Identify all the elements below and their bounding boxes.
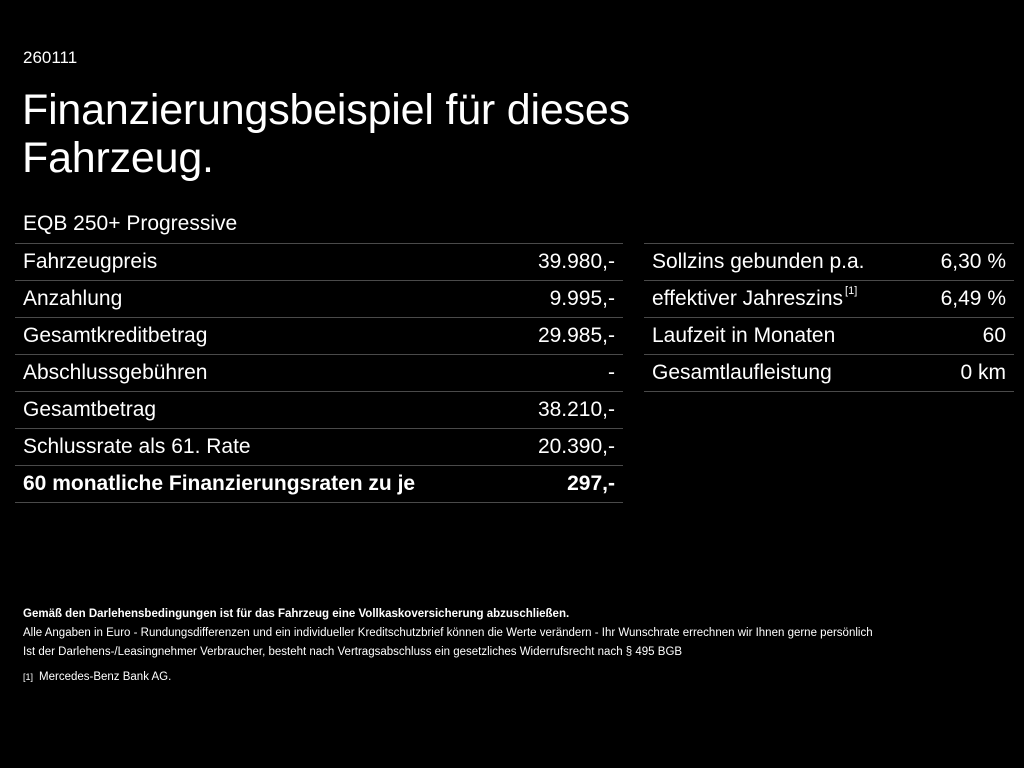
row-value: 6,49 % (916, 280, 1014, 318)
insurance-note: Gemäß den Darlehensbedingungen ist für d… (23, 608, 570, 620)
monthly-rate-label: 60 monatliche Finanzierungsraten zu je (15, 465, 511, 503)
row-label: Gesamtkreditbetrag (15, 317, 511, 355)
table-row: Gesamtkreditbetrag 29.985,- (15, 317, 623, 355)
table-row: effektiver Jahreszins [1] 6,49 % (644, 280, 1014, 318)
row-label: Fahrzeugpreis (15, 243, 511, 281)
table-row: Laufzeit in Monaten 60 (644, 317, 1014, 355)
row-value: 6,30 % (916, 243, 1014, 281)
withdrawal-note: Ist der Darlehens-/Leasingnehmer Verbrau… (23, 646, 683, 658)
row-value: 9.995,- (510, 280, 623, 318)
row-label-cell: effektiver Jahreszins [1] (644, 280, 917, 318)
vehicle-model: EQB 250+ Progressive (23, 212, 238, 235)
row-label: Laufzeit in Monaten (644, 317, 917, 355)
table-row: Schlussrate als 61. Rate 20.390,- (15, 428, 623, 466)
row-label: Schlussrate als 61. Rate (15, 428, 511, 466)
row-value: 38.210,- (510, 391, 623, 429)
footnote-marker: [1] (845, 285, 858, 297)
financing-table: Fahrzeugpreis 39.980,- Anzahlung 9.995,-… (15, 243, 623, 503)
table-row: Gesamtlaufleistung 0 km (644, 354, 1014, 392)
footnote: [1] Mercedes-Benz Bank AG. (23, 668, 1013, 687)
table-row: Anzahlung 9.995,- (15, 280, 623, 318)
row-value: 39.980,- (510, 243, 623, 281)
row-label: Gesamtlaufleistung (644, 354, 917, 392)
row-value: 20.390,- (510, 428, 623, 466)
footnote-text: Mercedes-Benz Bank AG. (39, 671, 172, 683)
row-value: - (510, 354, 623, 392)
row-label: Sollzins gebunden p.a. (644, 243, 917, 281)
footnote-marker: [1] (23, 672, 34, 682)
vehicle-code: 260111 (23, 48, 78, 67)
table-row: Fahrzeugpreis 39.980,- (15, 243, 623, 281)
row-value: 0 km (916, 354, 1014, 392)
row-label: Gesamtbetrag (15, 391, 511, 429)
table-row: Sollzins gebunden p.a. 6,30 % (644, 243, 1014, 281)
monthly-rate-row: 60 monatliche Finanzierungsraten zu je 2… (15, 465, 623, 503)
disclaimer-note: Alle Angaben in Euro - Rundungsdifferenz… (23, 627, 873, 639)
row-label: Abschlussgebühren (15, 354, 511, 392)
monthly-rate-value: 297,- (510, 465, 623, 503)
row-label: Anzahlung (15, 280, 511, 318)
table-row: Gesamtbetrag 38.210,- (15, 391, 623, 429)
legal-notes: Gemäß den Darlehensbedingungen ist für d… (23, 605, 1013, 687)
interest-table: Sollzins gebunden p.a. 6,30 % effektiver… (644, 243, 1014, 392)
page-title: Finanzierungsbeispiel für dieses Fahrzeu… (22, 86, 630, 182)
row-label: effektiver Jahreszins (652, 287, 844, 310)
row-value: 60 (916, 317, 1014, 355)
table-row: Abschlussgebühren - (15, 354, 623, 392)
row-value: 29.985,- (510, 317, 623, 355)
